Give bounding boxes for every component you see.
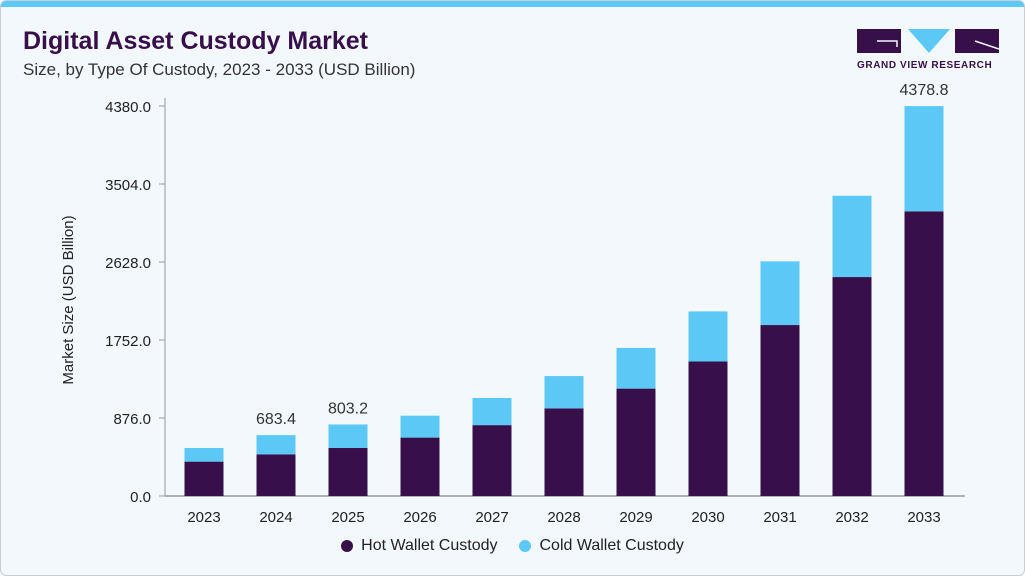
y-tick-label: 4380.0 xyxy=(105,99,151,116)
legend-label-cold: Cold Wallet Custody xyxy=(539,537,684,554)
bar-cold-2028 xyxy=(544,376,584,409)
x-tick-label: 2023 xyxy=(187,509,220,526)
x-tick-label: 2030 xyxy=(691,509,724,526)
x-tick-label: 2026 xyxy=(403,509,436,526)
bar-cold-2024 xyxy=(256,435,296,455)
bar-cold-2025 xyxy=(328,424,368,449)
legend-item-hot: Hot Wallet Custody xyxy=(341,537,497,555)
bar-hot-2029 xyxy=(616,388,656,496)
legend-swatch-cold xyxy=(519,540,532,552)
bar-cold-2029 xyxy=(616,347,656,389)
y-tick-label: 3504.0 xyxy=(105,177,151,194)
legend-label-hot: Hot Wallet Custody xyxy=(361,537,498,554)
x-tick-label: 2024 xyxy=(259,509,292,526)
y-tick-label: 0.0 xyxy=(130,489,151,506)
bar-cold-2026 xyxy=(400,415,440,438)
y-tick-label: 2628.0 xyxy=(105,255,151,272)
data-label: 803.2 xyxy=(328,400,368,417)
bar-hot-2030 xyxy=(688,361,728,496)
bar-hot-2033 xyxy=(904,211,944,496)
bar-hot-2032 xyxy=(832,277,872,496)
y-tick-label: 876.0 xyxy=(113,411,151,428)
bar-hot-2027 xyxy=(472,425,512,496)
bar-hot-2023 xyxy=(184,461,224,496)
legend-item-cold: Cold Wallet Custody xyxy=(519,537,684,555)
legend: Hot Wallet Custody Cold Wallet Custody xyxy=(0,537,1025,555)
y-tick-label: 1752.0 xyxy=(105,333,151,350)
legend-swatch-hot xyxy=(341,540,354,552)
x-tick-label: 2025 xyxy=(331,509,364,526)
x-tick-label: 2029 xyxy=(619,509,652,526)
grand-view-research-logo xyxy=(857,29,999,53)
bar-hot-2025 xyxy=(328,448,368,496)
accent-strip xyxy=(1,1,1024,7)
y-axis-label: Market Size (USD Billion) xyxy=(60,215,77,384)
x-tick-label: 2033 xyxy=(907,509,940,526)
bar-cold-2033 xyxy=(904,106,944,212)
data-label: 683.4 xyxy=(256,411,296,428)
logo-text: GRAND VIEW RESEARCH xyxy=(857,60,993,71)
x-tick-label: 2027 xyxy=(475,509,508,526)
bar-hot-2026 xyxy=(400,437,440,496)
x-tick-label: 2028 xyxy=(547,509,580,526)
bar-cold-2027 xyxy=(472,397,512,426)
bar-hot-2028 xyxy=(544,408,584,496)
chart-subtitle: Size, by Type Of Custody, 2023 - 2033 (U… xyxy=(23,60,416,79)
bar-hot-2031 xyxy=(760,325,800,496)
bar-cold-2031 xyxy=(760,261,800,326)
bar-cold-2023 xyxy=(184,448,224,462)
bar-cold-2032 xyxy=(832,195,872,278)
data-label: 4378.8 xyxy=(900,82,949,99)
chart-title: Digital Asset Custody Market xyxy=(23,27,368,55)
x-tick-label: 2032 xyxy=(835,509,868,526)
bar-cold-2030 xyxy=(688,311,728,362)
x-tick-label: 2031 xyxy=(763,509,796,526)
bar-hot-2024 xyxy=(256,454,296,496)
